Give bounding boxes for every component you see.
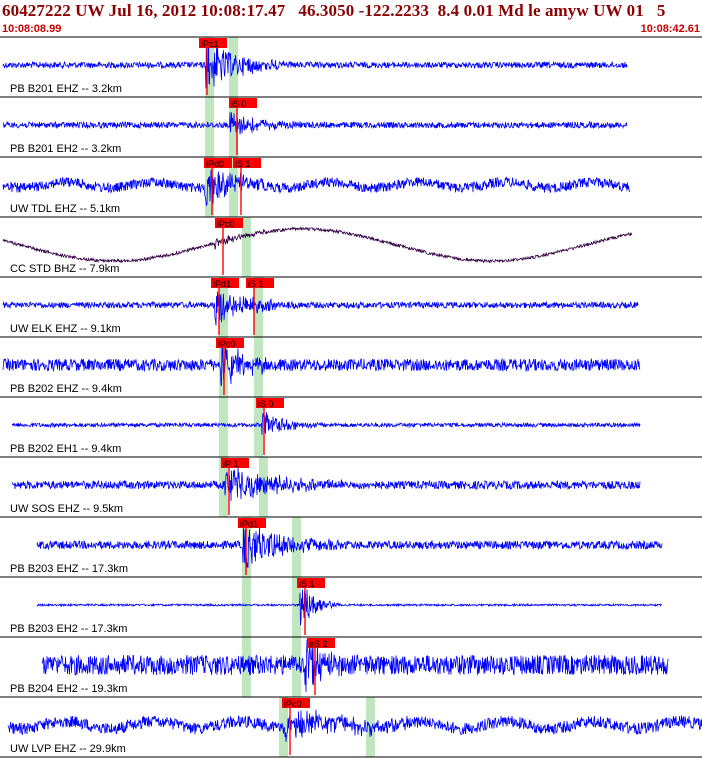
trace-label: UW TDL EHZ -- 5.1km <box>10 203 121 215</box>
start-time: 10:08:08.99 <box>2 23 62 35</box>
phase-pick-label: iPc0 <box>284 699 302 709</box>
pick-window <box>292 577 301 637</box>
phase-pick-label: iS 1 <box>235 159 251 169</box>
waveform-trace[interactable] <box>36 589 663 626</box>
phase-pick-label: iPd1 <box>213 279 231 289</box>
phase-pick-tag[interactable] <box>204 158 232 168</box>
phase-pick-tag[interactable] <box>307 638 335 648</box>
end-time: 10:08:42.61 <box>640 23 700 35</box>
phase-pick-label: iPc0 <box>217 219 235 229</box>
pick-window <box>205 97 214 157</box>
phase-pick-tag[interactable] <box>221 458 249 468</box>
waveform-trace[interactable] <box>11 412 641 435</box>
phase-pick-tag[interactable] <box>216 338 244 348</box>
phase-pick-tag[interactable] <box>211 278 239 288</box>
waveform-trace[interactable] <box>2 226 633 264</box>
waveform-trace[interactable] <box>11 466 641 502</box>
phase-pick-tag[interactable] <box>229 98 257 108</box>
pick-window <box>219 397 228 457</box>
pick-window <box>242 637 251 697</box>
pick-window <box>242 217 251 277</box>
waveform-trace[interactable] <box>2 42 628 89</box>
trace-label: PB B202 EH1 -- 9.4km <box>10 443 122 455</box>
pick-window <box>242 577 251 637</box>
trace-label: PB B201 EH2 -- 3.2km <box>10 143 122 155</box>
trace-label: UW LVP EHZ -- 29.9km <box>10 743 126 755</box>
pick-window <box>205 37 214 97</box>
event-title: 60427222 UW Jul 16, 2012 10:08:17.47 46.… <box>2 1 666 20</box>
trace-label: CC STD BHZ -- 7.9km <box>10 263 120 275</box>
waveform-trace[interactable] <box>2 169 631 207</box>
waveform-trace[interactable] <box>41 639 669 693</box>
phase-pick-label: iS 0 <box>258 399 274 409</box>
phase-pick-tag[interactable] <box>199 38 227 48</box>
waveform-trace[interactable] <box>2 291 639 326</box>
pick-window <box>292 517 301 577</box>
phase-pick-tag[interactable] <box>297 578 325 588</box>
waveform-trace[interactable] <box>7 709 702 742</box>
phase-pick-tag[interactable] <box>238 518 266 528</box>
phase-pick-label: iPd0 <box>206 159 224 169</box>
phase-pick-label: eS 2 <box>309 639 328 649</box>
waveform-trace[interactable] <box>2 112 628 135</box>
waveform-trace[interactable] <box>36 526 663 568</box>
trace-label: UW SOS EHZ -- 9.5km <box>10 503 124 515</box>
trace-label: UW ELK EHZ -- 9.1km <box>10 323 121 335</box>
pick-window <box>254 397 263 457</box>
waveform-trace[interactable] <box>2 339 641 386</box>
phase-pick-tag[interactable] <box>246 278 274 288</box>
trace-label: PB B204 EH2 -- 19.3km <box>10 683 128 695</box>
phase-pick-tag[interactable] <box>282 698 310 708</box>
phase-pick-label: iS 1 <box>299 579 315 589</box>
phase-pick-tag[interactable] <box>233 158 261 168</box>
title-bar: 60427222 UW Jul 16, 2012 10:08:17.47 46.… <box>0 0 702 37</box>
phase-pick-label: iP 1 <box>223 459 238 469</box>
trace-label: PB B203 EHZ -- 17.3km <box>10 563 128 575</box>
phase-pick-label: iPc0 <box>218 339 236 349</box>
pick-window <box>229 157 238 217</box>
trace-label: PB B202 EHZ -- 9.4km <box>10 383 122 395</box>
phase-pick-tag[interactable] <box>215 218 243 228</box>
phase-pick-label: iPc1 <box>201 39 219 49</box>
pick-window <box>229 97 238 157</box>
phase-pick-label: iS 0 <box>231 99 247 109</box>
phase-pick-label: iS 1 <box>248 279 264 289</box>
phase-pick-label: iPd1 <box>240 519 258 529</box>
trace-label: PB B203 EH2 -- 17.3km <box>10 623 128 635</box>
phase-pick-tag[interactable] <box>256 398 284 408</box>
pick-window <box>279 697 288 757</box>
trace-label: PB B201 EHZ -- 3.2km <box>10 83 122 95</box>
